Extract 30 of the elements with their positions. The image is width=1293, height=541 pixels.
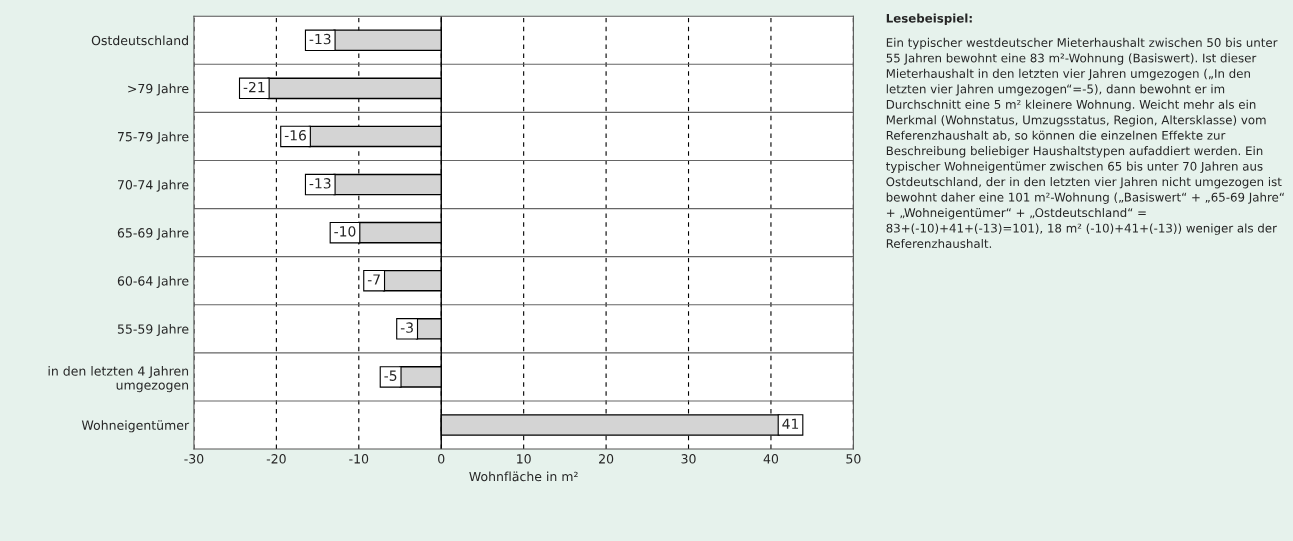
x-tick-label: 50 (846, 454, 861, 464)
data-label: -7 (367, 274, 380, 285)
y-tick-label: in den letzten 4 Jahren umgezogen (48, 366, 189, 393)
y-tick-label: Wohneigentümer (81, 420, 190, 433)
x-tick-label: -10 (349, 454, 369, 464)
data-label: -16 (284, 129, 306, 141)
x-tick-label: -20 (266, 454, 286, 464)
y-tick-label: 70-74 Jahre (118, 179, 189, 192)
data-label: 41 (782, 418, 799, 429)
data-label: -5 (384, 370, 397, 381)
data-label: -13 (309, 178, 331, 189)
x-tick-label: 30 (681, 454, 696, 464)
y-tick-label: 60-64 Jahre (117, 275, 189, 288)
text: Ein typischer westdeutscher Mieterhaushalt zwischen 50 bis unter 55 Jahren bewohnt eine 83 m²-Wohnung (Basiswert). Ist dieser Mieterhaushalt in den letzten vier Jahren umgezogen („In den letzten vier Jahren umgezogen“=-5), dann bewohnt er im Durchschnitt eine 5 m² kleinere Wohnung. Weicht mehr als ein Merkmal (Wohnstatus, Umzugsstatus, Region, Altersklasse) vom Referenzhaushalt ab, so können die einzelnen Effekte zur Beschreibung beliebiger Haushaltstypen aufaddiert werden. Ein typischer Wohneigentümer zwischen 65 bis unter 70 Jahren aus Ostdeutschland, der in den letzten vier Jahren nicht umgezogen ist bewohnt daher eine 101 m²-Wohnung („Basiswert“ + „65-69 Jahre“ + „Wohneigentümer“ + „Ostdeutschland“ = 83+(-10)+41+(-13)=101), 18 m² (-10)+41+(-13)) weniger als der Referenzhaushalt. (886, 37, 1284, 249)
data-label: -21 (243, 81, 265, 93)
x-tick-label: 0 (438, 454, 445, 464)
y-tick-label: 75-79 Jahre (118, 131, 189, 144)
data-label: -3 (400, 322, 413, 333)
x-tick-label: -30 (184, 454, 204, 464)
text: Lesebeispiel: (886, 13, 972, 25)
y-tick-label: 65-69 Jahre (117, 227, 189, 240)
x-tick-label: 20 (599, 454, 614, 464)
data-label: -13 (309, 33, 331, 45)
y-tick-label: 55-59 Jahre (117, 324, 189, 337)
x-tick-label: 40 (763, 454, 779, 464)
x-axis-title: Wohnfläche in m² (469, 471, 578, 482)
data-label: -10 (334, 226, 356, 237)
y-tick-label: >79 Jahre (128, 83, 189, 96)
x-tick-label: 10 (517, 454, 531, 464)
y-tick-label: Ostdeutschland (91, 35, 188, 46)
